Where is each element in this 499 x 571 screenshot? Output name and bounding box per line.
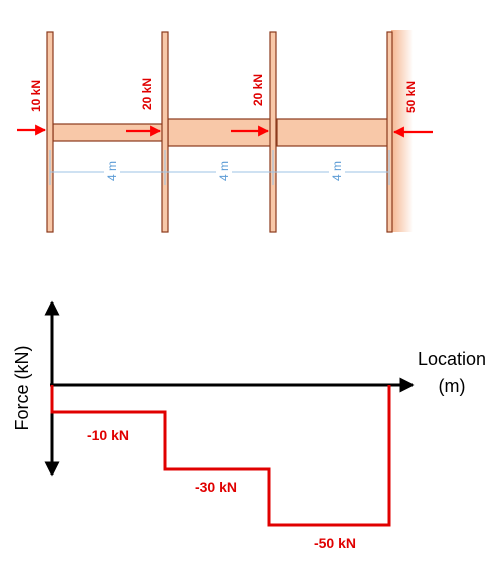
span-label-3-group: 4 m [329, 159, 345, 183]
member-segment-3 [276, 118, 390, 147]
x-axis-label-line2: (m) [439, 376, 466, 396]
span-label-3: 4 m [330, 161, 344, 181]
step-label-3: -50 kN [314, 535, 356, 551]
force-graph: Force (kN) Location (m) -10 kN -30 kN -5… [12, 300, 486, 551]
y-axis-label: Force (kN) [12, 346, 32, 431]
span-label-2-group: 4 m [216, 159, 232, 183]
span-label-2: 4 m [217, 161, 231, 181]
member-segment-1 [52, 123, 164, 142]
x-axis-label-line1: Location [418, 349, 486, 369]
span-label-1-group: 4 m [104, 159, 120, 183]
step-label-2: -30 kN [195, 479, 237, 495]
post-2 [161, 31, 169, 233]
member-segment-2 [167, 118, 273, 147]
span-label-1: 4 m [105, 161, 119, 181]
post-4 [386, 31, 393, 233]
post-1 [46, 31, 54, 233]
step-label-1: -10 kN [87, 427, 129, 443]
force-label-4: 50 kN [404, 81, 418, 113]
force-label-1: 10 kN [29, 80, 43, 112]
structure-diagram: 4 m 4 m 4 m 10 kN 20 kN 20 kN 50 kN [17, 30, 433, 233]
post-3 [269, 31, 277, 233]
force-step-line [50, 385, 391, 527]
force-label-3: 20 kN [251, 74, 265, 106]
force-label-2: 20 kN [140, 78, 154, 110]
